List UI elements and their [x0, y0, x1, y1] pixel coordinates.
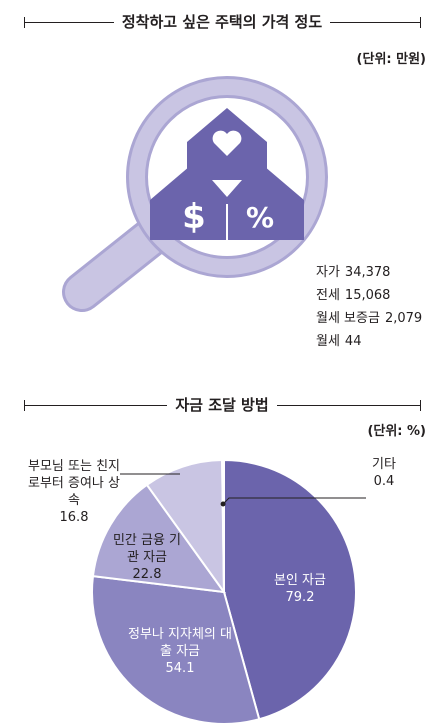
percent-icon: % [246, 201, 274, 234]
pie-label-own-funds-value: 79.2 [285, 590, 315, 605]
arrow-down-icon [212, 180, 242, 197]
dollar-icon: $ [182, 197, 206, 237]
pie-slice-inheritance [145, 458, 226, 596]
pie-label-own-funds-name: 본인 자금 [274, 573, 326, 588]
pie-label-etc: 기타 0.4 [372, 456, 396, 490]
section-header-funding: 자금 조달 방법 [0, 395, 444, 415]
magnifier-house-illustration: $ % [62, 76, 328, 312]
pie-label-inheritance: 부모님 또는 친지로부터 증여나 상속 16.8 [26, 458, 122, 526]
header-tick-left [24, 400, 25, 411]
pie-label-government-loan: 정부나 지자체의 대출 자금 54.1 [124, 626, 236, 677]
header-tick-right [420, 17, 421, 28]
price-item-monthly-deposit: 월세 보증금 2,079 [316, 310, 427, 328]
price-value: 44 [344, 334, 362, 349]
price-item-owned: 자가 34,378 [316, 264, 395, 282]
section-header-house-price: 정착하고 싶은 주택의 가격 정도 [0, 12, 444, 32]
heart-icon [212, 130, 242, 156]
pie-label-own-funds: 본인 자금 79.2 [256, 572, 344, 606]
section-title-house-price: 정착하고 싶은 주택의 가격 정도 [113, 13, 331, 31]
header-tick-right [420, 400, 421, 411]
pie-label-private-finance-value: 22.8 [132, 567, 162, 582]
section-title-funding: 자금 조달 방법 [167, 396, 277, 414]
pie-label-government-loan-name: 정부나 지자체의 대출 자금 [128, 627, 232, 659]
price-label: 월세 보증금 [316, 311, 380, 326]
leader-line-etc [222, 497, 366, 505]
unit-label-house-price: (단위: 만원) [356, 52, 426, 67]
pie-slice-government-loan [91, 575, 261, 725]
house-icon [150, 108, 304, 240]
pie-slice-own-funds [223, 458, 357, 721]
price-label: 월세 [316, 334, 340, 349]
pie-label-private-finance: 민간 금융 기관 자금 22.8 [108, 532, 186, 583]
price-value: 15,068 [344, 288, 391, 303]
pie-label-private-finance-name: 민간 금융 기관 자금 [112, 533, 182, 565]
pie-label-inheritance-value: 16.8 [59, 510, 89, 525]
price-value: 2,079 [384, 311, 423, 326]
funding-pie-chart [91, 458, 366, 725]
price-label: 전세 [316, 288, 340, 303]
leader-dot-etc [220, 501, 226, 507]
pie-label-etc-value: 0.4 [373, 474, 395, 489]
pie-slice-private-finance [91, 483, 227, 594]
pie-label-inheritance-name: 부모님 또는 친지로부터 증여나 상속 [28, 459, 120, 508]
unit-label-funding: (단위: %) [367, 424, 426, 439]
price-value: 34,378 [344, 265, 391, 280]
header-tick-left [24, 17, 25, 28]
pie-label-etc-name: 기타 [372, 457, 396, 472]
price-item-jeonse: 전세 15,068 [316, 287, 395, 305]
price-label: 자가 [316, 265, 340, 280]
pie-slice-etc [221, 458, 225, 593]
price-item-monthly-rent: 월세 44 [316, 333, 366, 351]
pie-label-government-loan-value: 54.1 [165, 661, 195, 676]
